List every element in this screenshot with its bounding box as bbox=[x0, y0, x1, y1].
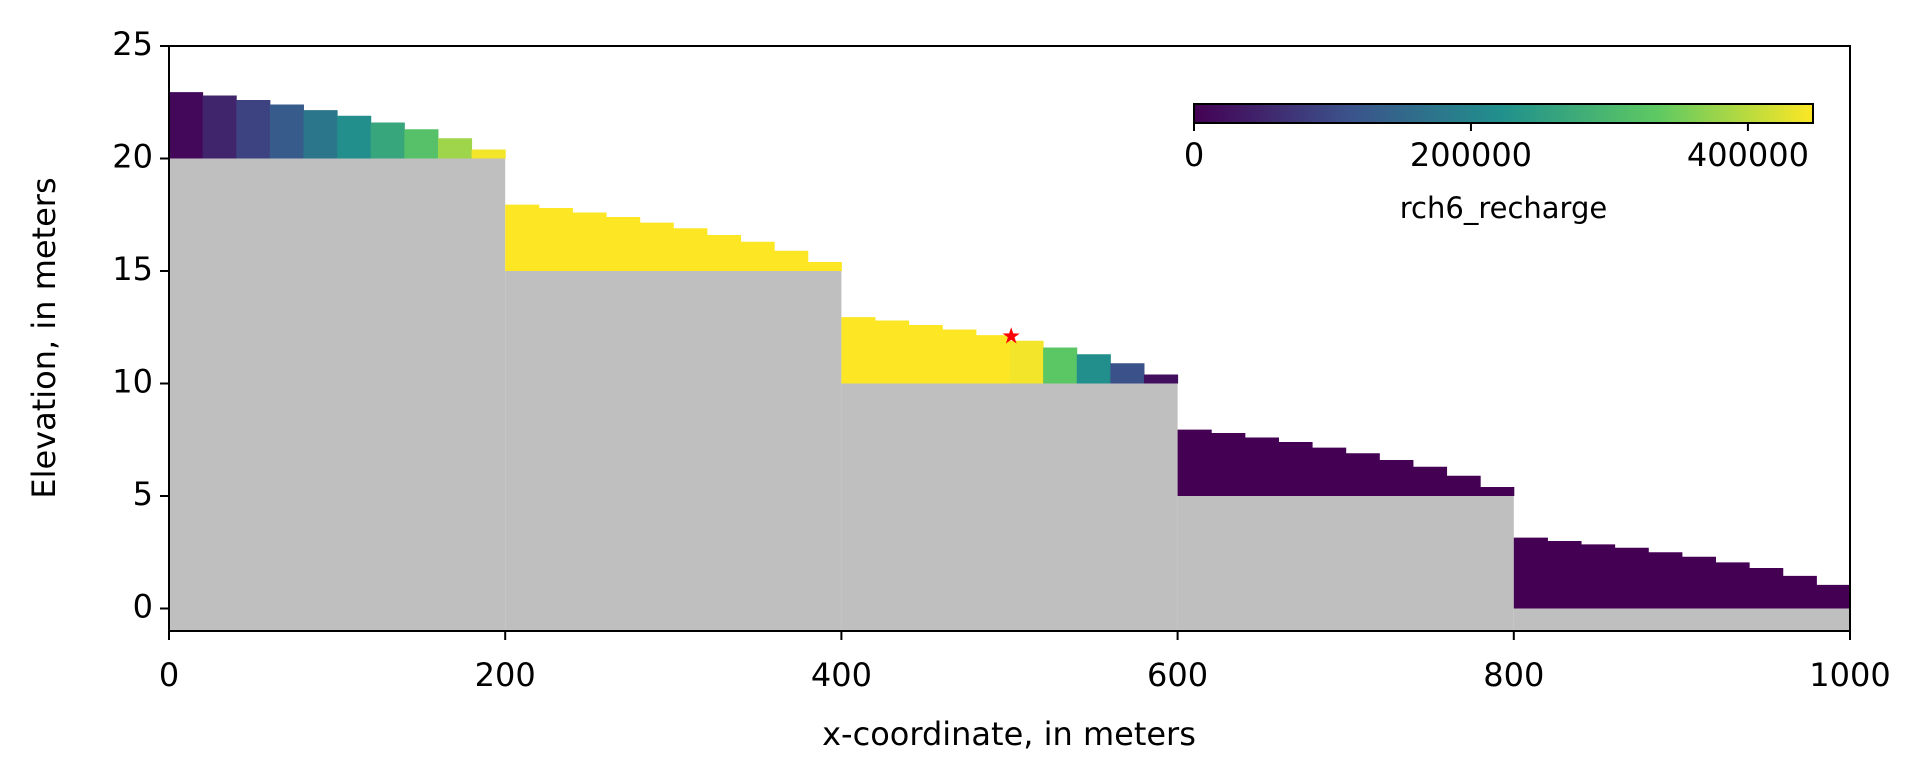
saturated-cell bbox=[807, 262, 842, 271]
saturated-cell bbox=[1009, 340, 1044, 384]
x-tick-label: 0 bbox=[159, 656, 179, 694]
y-axis-label: Elevation, in meters bbox=[25, 177, 63, 498]
saturated-cell bbox=[236, 100, 271, 159]
saturated-cell bbox=[1816, 584, 1851, 609]
colorbar-tick-label: 0 bbox=[1184, 136, 1204, 174]
saturated-cell bbox=[1513, 537, 1548, 609]
saturated-cell bbox=[1614, 547, 1649, 609]
saturated-cell bbox=[169, 92, 204, 159]
saturated-cell bbox=[505, 204, 540, 271]
y-tick-label: 20 bbox=[112, 138, 153, 176]
y-tick-label: 15 bbox=[112, 250, 153, 288]
x-tick-label: 800 bbox=[1483, 656, 1544, 694]
saturated-cell bbox=[942, 329, 977, 384]
saturated-cell bbox=[538, 208, 573, 271]
saturated-cell bbox=[1715, 562, 1750, 609]
saturated-cell bbox=[572, 212, 607, 271]
saturated-cell bbox=[1749, 568, 1784, 609]
bedrock bbox=[1513, 608, 1850, 631]
y-tick-label: 25 bbox=[112, 25, 153, 63]
saturated-cell bbox=[673, 228, 708, 271]
saturated-cell bbox=[706, 235, 742, 271]
axes-frame bbox=[168, 45, 1851, 632]
plot-area bbox=[169, 92, 1851, 631]
y-tick-label: 5 bbox=[133, 475, 153, 513]
saturated-cell bbox=[1177, 429, 1212, 496]
saturated-cell bbox=[606, 217, 641, 271]
saturated-cell bbox=[1782, 575, 1817, 609]
saturated-cell bbox=[1278, 442, 1313, 496]
saturated-cell bbox=[1480, 487, 1515, 496]
saturated-cell bbox=[740, 241, 775, 271]
bedrock bbox=[505, 271, 842, 631]
saturated-cell bbox=[1211, 433, 1246, 496]
saturated-cell bbox=[437, 138, 473, 159]
saturated-cell bbox=[1244, 437, 1279, 496]
saturated-cell bbox=[1581, 544, 1616, 609]
x-tick-label: 400 bbox=[811, 656, 872, 694]
saturated-cell bbox=[269, 104, 304, 159]
x-axis-label: x-coordinate, in meters bbox=[822, 715, 1196, 753]
saturated-cell bbox=[1681, 556, 1717, 609]
saturated-cell bbox=[1345, 453, 1380, 496]
y-tick-label: 0 bbox=[133, 588, 153, 626]
colorbar bbox=[1193, 103, 1814, 124]
saturated-cell bbox=[1043, 347, 1078, 384]
saturated-cell bbox=[1143, 374, 1179, 384]
y-tick-label: 10 bbox=[112, 363, 153, 401]
saturated-cell bbox=[404, 129, 439, 159]
saturated-cell bbox=[841, 317, 876, 384]
bedrock bbox=[841, 383, 1178, 631]
saturated-cell bbox=[1547, 541, 1582, 609]
x-tick-label: 600 bbox=[1147, 656, 1208, 694]
saturated-cell bbox=[1379, 460, 1414, 496]
saturated-cell bbox=[370, 122, 405, 159]
saturated-cell bbox=[1648, 552, 1683, 609]
saturated-cell bbox=[303, 110, 338, 159]
colorbar-label: rch6_recharge bbox=[1400, 191, 1607, 225]
saturated-cell bbox=[875, 320, 910, 384]
colorbar-tick-label: 400000 bbox=[1687, 136, 1809, 174]
saturated-cell bbox=[1412, 466, 1448, 496]
marker-star bbox=[1002, 327, 1020, 344]
bedrock bbox=[169, 158, 506, 631]
saturated-cell bbox=[1312, 447, 1347, 496]
saturated-cell bbox=[639, 222, 674, 271]
x-tick-label: 1000 bbox=[1809, 656, 1890, 694]
x-tick-label: 200 bbox=[475, 656, 536, 694]
bedrock bbox=[1177, 496, 1514, 631]
saturated-cell bbox=[908, 325, 943, 384]
saturated-cell bbox=[975, 335, 1010, 384]
saturated-cell bbox=[774, 250, 809, 271]
colorbar-tick-label: 200000 bbox=[1410, 136, 1532, 174]
saturated-cell bbox=[1110, 363, 1145, 384]
saturated-cell bbox=[337, 115, 372, 159]
saturated-cell bbox=[471, 149, 506, 159]
saturated-cell bbox=[202, 95, 237, 159]
saturated-cell bbox=[1076, 354, 1111, 384]
saturated-cell bbox=[1446, 475, 1481, 496]
